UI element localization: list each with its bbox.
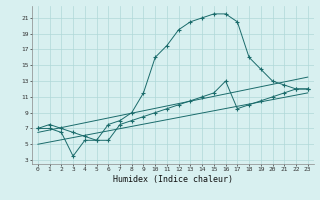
X-axis label: Humidex (Indice chaleur): Humidex (Indice chaleur)	[113, 175, 233, 184]
